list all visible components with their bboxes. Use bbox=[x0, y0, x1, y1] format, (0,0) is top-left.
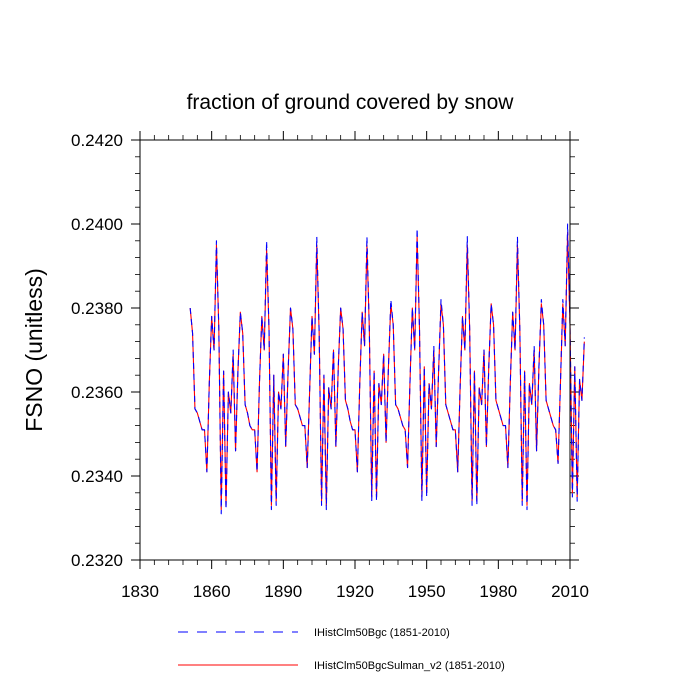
x-tick-label: 1980 bbox=[479, 582, 517, 601]
axis-ticks bbox=[131, 131, 579, 569]
series-line-bgc bbox=[189, 223, 585, 515]
x-tick-label: 1890 bbox=[264, 582, 302, 601]
x-tick-label: 1920 bbox=[336, 582, 374, 601]
chart-title: fraction of ground covered by snow bbox=[187, 91, 515, 114]
y-tick-label: 0.2380 bbox=[71, 299, 123, 318]
legend-label: IHistClm50Bgc (1851-2010) bbox=[314, 627, 450, 639]
tick-labels: 1830 1860 1890 1920 1950 1980 2010 0.2320 0.2340… bbox=[71, 131, 589, 601]
series-lines bbox=[189, 223, 585, 515]
y-axis-label: FSNO (unitless) bbox=[21, 268, 47, 432]
y-tick-label: 0.2420 bbox=[71, 131, 123, 150]
y-tick-label: 0.2340 bbox=[71, 467, 123, 486]
x-tick-label: 1830 bbox=[121, 582, 159, 601]
x-tick-label: 2010 bbox=[551, 582, 589, 601]
series-line-sulman bbox=[189, 231, 585, 511]
legend-label: IHistClm50BgcSulman_v2 (1851-2010) bbox=[314, 660, 505, 672]
legend: IHistClm50Bgc (1851-2010) IHistClm50BgcSu… bbox=[178, 627, 505, 672]
x-tick-label: 1950 bbox=[408, 582, 446, 601]
x-tick-label: 1860 bbox=[193, 582, 231, 601]
y-tick-label: 0.2360 bbox=[71, 383, 123, 402]
plot-frame bbox=[139, 139, 571, 561]
y-tick-label: 0.2320 bbox=[71, 551, 123, 570]
y-tick-label: 0.2400 bbox=[71, 215, 123, 234]
